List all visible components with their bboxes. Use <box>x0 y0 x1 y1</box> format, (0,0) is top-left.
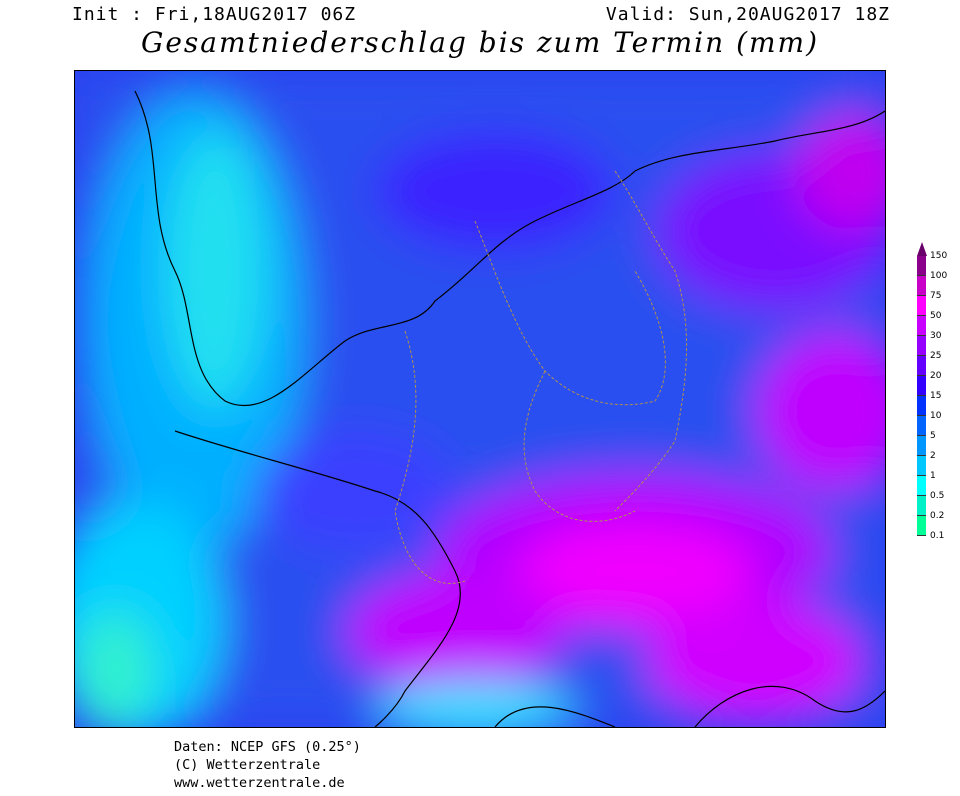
legend-label: 75 <box>930 291 942 301</box>
precipitation-field <box>75 71 885 727</box>
legend-label: 0.2 <box>930 511 945 521</box>
precipitation-map <box>74 70 886 728</box>
legend-swatch <box>917 496 926 516</box>
legend-label: 25 <box>930 351 942 361</box>
copyright: (C) Wetterzentrale <box>174 757 321 773</box>
coastlines <box>134 90 885 727</box>
legend-label: 5 <box>930 431 936 441</box>
legend-label: 0.5 <box>930 491 945 501</box>
borders <box>394 170 688 584</box>
footer: Daten: NCEP GFS (0.25°) (C) Wetterzentra… <box>174 738 361 792</box>
legend-label: 15 <box>930 391 942 401</box>
legend-swatch <box>917 296 926 316</box>
legend-swatch <box>917 376 926 396</box>
website-link[interactable]: www.wetterzentrale.de <box>174 775 345 791</box>
legend-swatch <box>917 316 926 336</box>
legend-swatch <box>917 396 926 416</box>
legend-swatch <box>917 476 926 496</box>
legend-label: 10 <box>930 411 942 421</box>
legend-swatch <box>917 356 926 376</box>
legend-swatch <box>917 336 926 356</box>
legend-swatch <box>917 276 926 296</box>
color-legend: 150 100 75 50 30 25 20 15 10 5 2 1 0.5 0.2 0.1 <box>916 242 956 586</box>
map-title: Gesamtniederschlag bis zum Termin (mm) <box>140 26 820 59</box>
legend-swatch <box>917 416 926 436</box>
legend-label: 20 <box>930 371 942 381</box>
legend-swatch <box>917 256 926 276</box>
legend-label: 30 <box>930 331 942 341</box>
legend-swatch <box>917 436 926 456</box>
legend-label: 150 <box>930 251 948 261</box>
legend-top-arrow <box>917 242 927 256</box>
legend-label: 2 <box>930 451 936 461</box>
legend-label: 0.1 <box>930 531 945 541</box>
legend-label: 100 <box>930 271 948 281</box>
legend-label: 1 <box>930 471 936 481</box>
valid-time: Valid: Sun,20AUG2017 18Z <box>605 4 890 25</box>
data-source: Daten: NCEP GFS (0.25°) <box>174 739 361 755</box>
legend-swatch <box>917 516 926 536</box>
legend-label: 50 <box>930 311 942 321</box>
init-time: Init : Fri,18AUG2017 06Z <box>72 4 357 25</box>
legend-swatch <box>917 456 926 476</box>
